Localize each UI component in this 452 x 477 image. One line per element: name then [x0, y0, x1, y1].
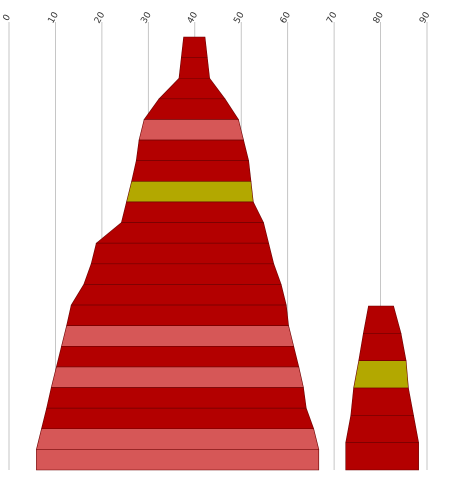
bar-row-highlight	[126, 181, 254, 203]
bar-row-dark	[83, 263, 282, 285]
x-tick-label: 10	[47, 10, 62, 25]
x-tick-label: 90	[418, 10, 433, 25]
bar-row-dark	[158, 77, 226, 100]
x-axis-tick-labels: 0 10 20 30 40 50 60 70 80 90	[2, 10, 433, 25]
x-tick-label: 30	[139, 10, 154, 25]
bar-row-dark	[66, 304, 289, 326]
x-tick-label: 0	[2, 13, 14, 23]
bar-row-dark	[363, 305, 402, 334]
x-tick-label: 70	[325, 10, 340, 25]
x-tick-label: 20	[93, 10, 108, 25]
bar-row-dark	[358, 333, 407, 361]
bar-row-dark	[143, 98, 239, 120]
bar-row-dark	[41, 407, 315, 430]
bar-row-dark	[90, 242, 275, 265]
x-tick-label: 50	[232, 10, 247, 25]
bar-row-light	[36, 428, 320, 450]
bar-row-light	[50, 366, 304, 388]
bar-row-dark	[46, 387, 307, 409]
bar-row-dark	[345, 415, 420, 443]
bar-row-light	[61, 325, 295, 347]
bar-row-dark	[121, 201, 264, 223]
bar-row-light	[138, 119, 244, 141]
x-tick-label: 40	[186, 10, 201, 25]
bar-row-dark	[350, 387, 414, 416]
x-tick-label: 80	[372, 10, 387, 25]
bar-row-dark	[131, 160, 252, 182]
bar-row-light	[36, 449, 320, 471]
bar-row-dark	[70, 284, 287, 306]
bar-row-dark	[345, 442, 419, 471]
bar-row-dark	[95, 222, 270, 244]
x-tick-label: 60	[279, 10, 294, 25]
bar-row-dark	[55, 345, 300, 368]
bar-row-dark	[178, 57, 210, 79]
bar-row-dark	[180, 36, 208, 58]
bar-row-dark	[135, 139, 250, 162]
bar-row-highlight	[353, 360, 409, 389]
chart-bars	[36, 36, 420, 471]
